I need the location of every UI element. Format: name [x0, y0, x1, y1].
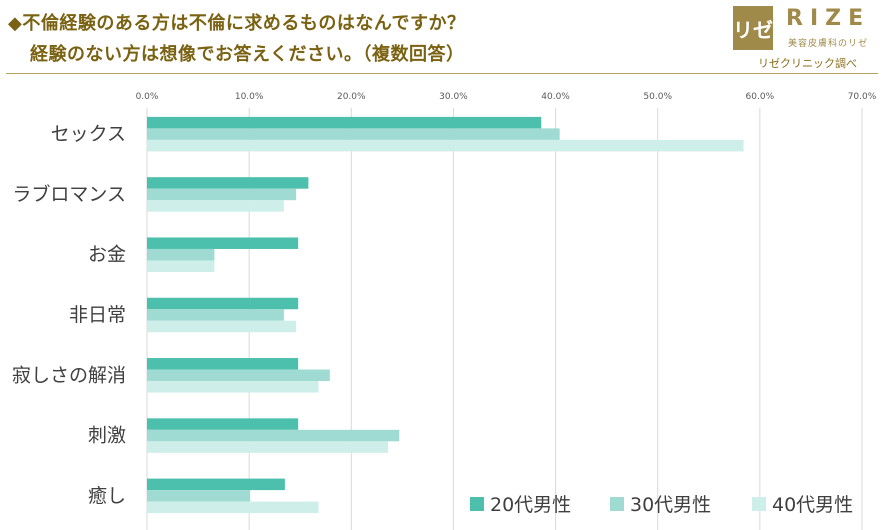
bar: [147, 430, 399, 442]
bar: [147, 189, 296, 201]
x-tick-label: 10.0%: [235, 92, 264, 102]
bar: [147, 140, 744, 152]
bar: [147, 502, 319, 514]
bar: [147, 370, 330, 382]
bar: [147, 298, 298, 310]
x-tick-label: 20.0%: [337, 92, 366, 102]
source-note: リゼクリニック調べ: [758, 55, 857, 71]
category-label: 刺激: [88, 425, 126, 447]
rize-logo-mark: リゼ: [733, 6, 773, 50]
x-tick-label: 70.0%: [848, 92, 877, 102]
chart-legend: 20代男性 30代男性 40代男性: [470, 490, 880, 522]
bar: [147, 177, 308, 189]
category-label: 寂しさの解消: [12, 364, 126, 386]
chart-header: ◆不倫経験のある方は不倫に求めるものはなんですか？ 経験のない方は想像でお答えく…: [0, 0, 883, 80]
header-divider: [6, 73, 878, 74]
bar: [147, 490, 250, 502]
legend-swatch-30s: [610, 497, 624, 511]
bar: [147, 117, 541, 129]
category-label: ラブロマンス: [12, 182, 126, 205]
legend-label-20s: 20代男性: [490, 490, 571, 517]
bar: [147, 200, 284, 212]
legend-item-20s: 20代男性: [470, 490, 571, 517]
x-tick-label: 40.0%: [541, 92, 570, 102]
bar: [147, 381, 319, 393]
bar: [147, 309, 284, 321]
question-title-line1: ◆不倫経験のある方は不倫に求めるものはなんですか？: [8, 9, 465, 35]
x-tick-label: 60.0%: [746, 92, 775, 102]
rize-logo-subtitle: 美容皮膚科のリゼ: [788, 36, 868, 49]
bar: [147, 441, 388, 453]
bar: [147, 260, 214, 272]
category-label: 非日常: [69, 304, 126, 326]
legend-label-40s: 40代男性: [772, 490, 853, 517]
bar: [147, 418, 298, 430]
category-label: 癒し: [88, 485, 126, 507]
legend-label-30s: 30代男性: [630, 490, 711, 517]
x-axis-ticks: 0.0% 10.0% 20.0% 30.0% 40.0% 50.0% 60.0% 70.0%: [136, 92, 877, 102]
legend-item-30s: 30代男性: [610, 490, 711, 517]
bar: [147, 249, 214, 261]
legend-swatch-40s: [752, 497, 766, 511]
bar: [147, 128, 560, 140]
category-label: セックス: [51, 123, 126, 145]
x-tick-label: 30.0%: [439, 92, 468, 102]
bar: [147, 358, 298, 370]
question-title-line2: 経験のない方は想像でお答えください。（複数回答）: [30, 40, 464, 66]
legend-swatch-20s: [470, 497, 484, 511]
category-label: お金: [88, 244, 126, 266]
bar: [147, 237, 298, 249]
bars: [147, 117, 744, 513]
x-tick-label: 50.0%: [643, 92, 672, 102]
rize-logo-wordmark: RIZE: [786, 6, 870, 31]
bar: [147, 479, 285, 491]
bar-chart: 0.0% 10.0% 20.0% 30.0% 40.0% 50.0% 60.0% 70.0% …: [0, 80, 883, 530]
bar: [147, 321, 296, 333]
x-tick-label: 0.0%: [136, 92, 159, 102]
legend-item-40s: 40代男性: [752, 490, 853, 517]
